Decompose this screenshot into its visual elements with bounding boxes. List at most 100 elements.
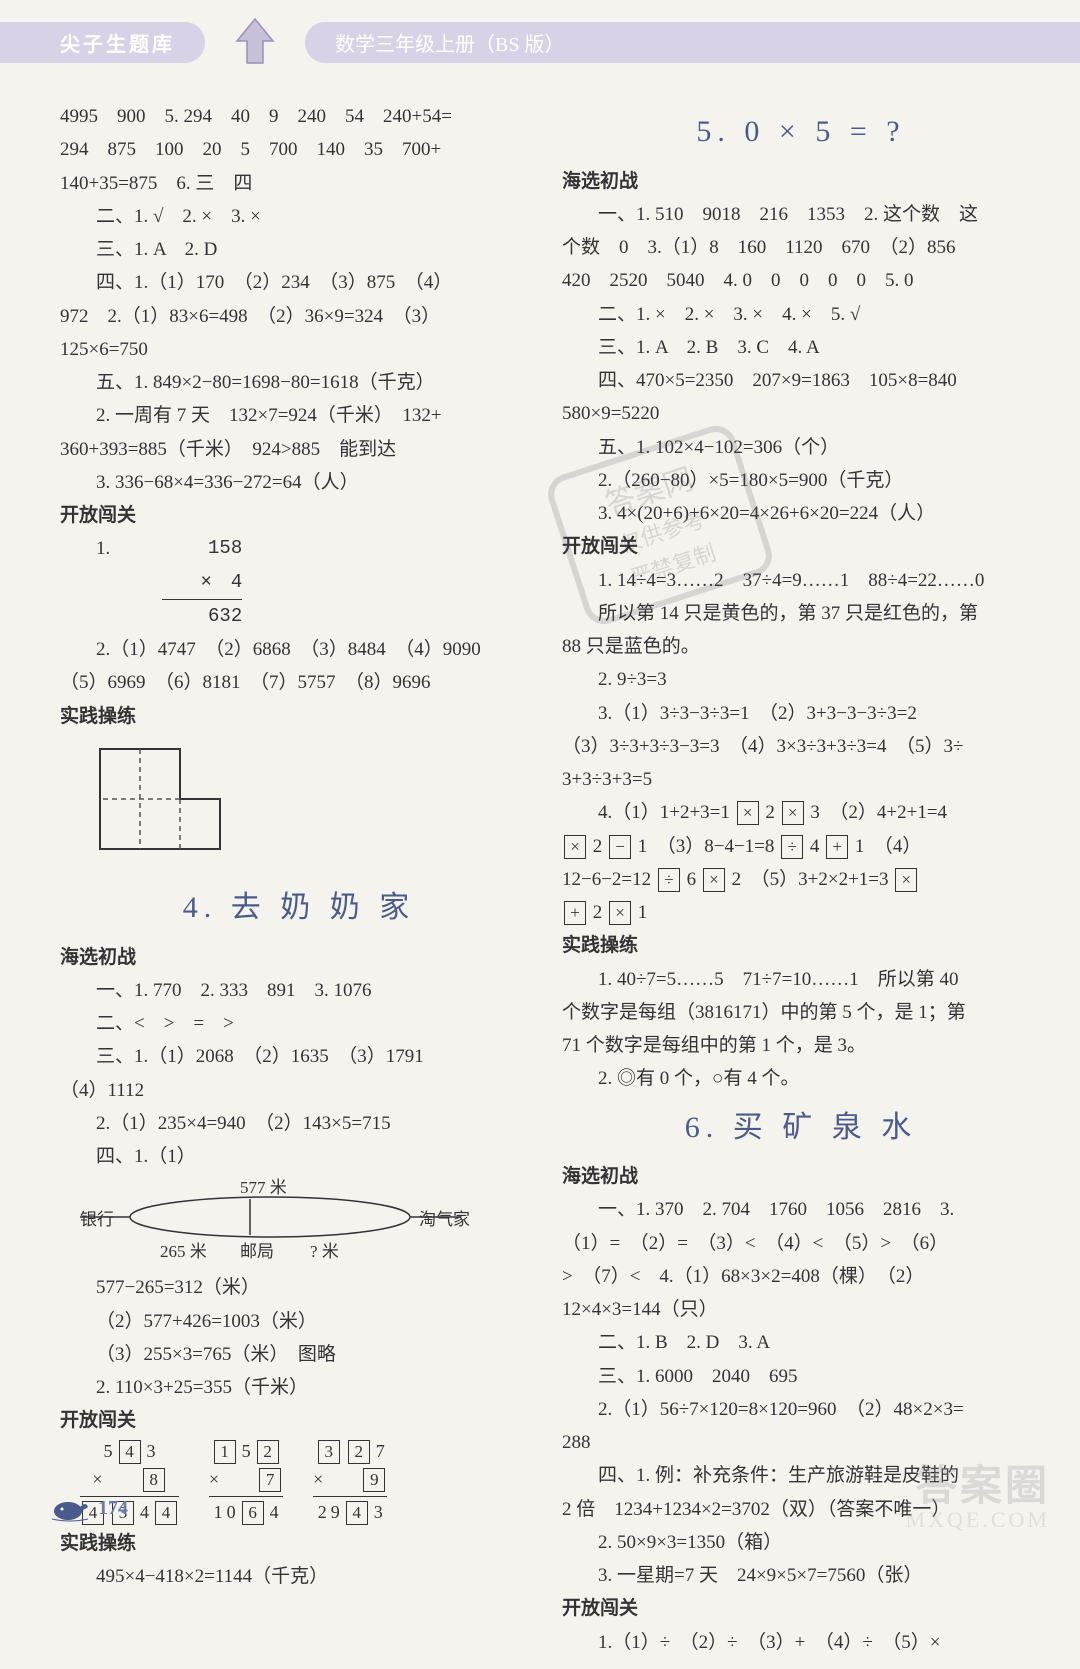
text-line: 71 个数字是每组中的第 1 个，是 3。 bbox=[562, 1029, 1040, 1062]
text-line: 3+3÷3+3=5 bbox=[562, 763, 1040, 796]
text-line: 一、1. 370 2. 704 1760 1056 2816 3. bbox=[562, 1193, 1040, 1226]
left-column: 4995 900 5. 294 40 9 240 54 240+54= 294 … bbox=[60, 100, 538, 1659]
text-line: 三、1. A 2. B 3. C 4. A bbox=[562, 331, 1040, 364]
box: 3 bbox=[318, 1440, 340, 1464]
eq4-line4: + 2 × 1 bbox=[562, 896, 1040, 929]
text-line: 2. 9÷3=3 bbox=[562, 663, 1040, 696]
box: 4 bbox=[119, 1440, 141, 1464]
box: × bbox=[609, 901, 631, 925]
text-line: 288 bbox=[562, 1426, 1040, 1459]
text-line: 三、1. A 2. D bbox=[60, 233, 538, 266]
text-line: 1.（1）÷ （2）÷ （3）+ （4）÷ （5）× bbox=[562, 1626, 1040, 1659]
text-line: 2.（1）235×4=940 （2）143×5=715 bbox=[60, 1107, 538, 1140]
text-line: （5）6969 （6）8181 （7）5757 （8）9696 bbox=[60, 666, 538, 699]
vmul-op: × 4 bbox=[162, 566, 242, 599]
text-line: 294 875 100 20 5 700 140 35 700+ bbox=[60, 133, 538, 166]
box: × bbox=[564, 835, 586, 859]
section-practice2: 实践操练 bbox=[60, 1527, 538, 1560]
text-line: 3. 4×(20+6)+6×20=4×26+6×20=224（人） bbox=[562, 497, 1040, 530]
text-line: 972 2.（1）83×6=498 （2）36×9=324 （3） bbox=[60, 300, 538, 333]
text-line: 二、< > = > bbox=[60, 1007, 538, 1040]
box: 4 bbox=[155, 1501, 177, 1525]
text-line: 1. 40÷7=5……5 71÷7=10……1 所以第 40 bbox=[562, 963, 1040, 996]
box: + bbox=[564, 901, 586, 925]
text-line: 140+35=875 6. 三 四 bbox=[60, 167, 538, 200]
text-line: 2. 一周有 7 天 132×7=924（千米） 132+ bbox=[60, 399, 538, 432]
diag-top: 577 米 bbox=[240, 1173, 287, 1203]
text-line: （4）1112 bbox=[60, 1074, 538, 1107]
vmul-r: 632 bbox=[162, 600, 242, 633]
section-open2: 开放闯关 bbox=[562, 1592, 1040, 1625]
box: − bbox=[609, 835, 631, 859]
text-line: 3. 336−68×4=336−272=64（人） bbox=[60, 466, 538, 499]
text-line: > （7）< 4.（1）68×3×2=408（棵） （2） bbox=[562, 1260, 1040, 1293]
box: 2 bbox=[348, 1440, 370, 1464]
text-line: 360+393=885（千米） 924>885 能到达 bbox=[60, 433, 538, 466]
text-line: 四、1. 例：补充条件：生产旅游鞋是皮鞋的 bbox=[562, 1459, 1040, 1492]
content-columns: 4995 900 5. 294 40 9 240 54 240+54= 294 … bbox=[0, 70, 1080, 1669]
text-line: （2）577+426=1003（米） bbox=[60, 1305, 538, 1338]
text-line: 420 2520 5040 4. 0 0 0 0 0 5. 0 bbox=[562, 264, 1040, 297]
text-line: （1）= （2）= （3）< （4）< （5）> （6） bbox=[562, 1227, 1040, 1260]
whale-icon bbox=[50, 1493, 90, 1523]
text-line: 125×6=750 bbox=[60, 333, 538, 366]
text-line: 2.（1）4747 （2）6868 （3）8484 （4）9090 bbox=[60, 633, 538, 666]
text-line: 二、1. B 2. D 3. A bbox=[562, 1326, 1040, 1359]
text: 2 bbox=[765, 802, 775, 823]
page-header: 尖子生题库 数学三年级上册（BS 版） bbox=[0, 0, 1080, 70]
section-5-title: 5. 0 × 5 = ? bbox=[562, 106, 1040, 159]
text-line: 个数 0 3.（1）8 160 1120 670 （2）856 bbox=[562, 231, 1040, 264]
page-footer: 174 bbox=[50, 1493, 128, 1523]
text-line: 四、1.（1） bbox=[60, 1140, 538, 1173]
text: 1 （3）8−4−1=8 bbox=[638, 836, 775, 857]
box: 7 bbox=[259, 1468, 281, 1492]
diag-left: 银行 bbox=[80, 1205, 114, 1235]
text-line: 580×9=5220 bbox=[562, 397, 1040, 430]
box: × bbox=[703, 868, 725, 892]
text-line: 577−265=312（米） bbox=[60, 1271, 538, 1304]
text-line: 个数字是每组（3816171）中的第 5 个，是 1；第 bbox=[562, 996, 1040, 1029]
section-4-title: 4. 去 奶 奶 家 bbox=[60, 882, 538, 935]
text-line: （3）3÷3+3÷3−3=3 （4）3×3÷3+3÷3=4 （5）3÷ bbox=[562, 730, 1040, 763]
diag-b1: 265 米 bbox=[160, 1237, 207, 1267]
text-line: 3. 一星期=7 天 24×9×5×7=7560（张） bbox=[562, 1559, 1040, 1592]
text-line: 所以第 14 只是黄色的，第 37 只是红色的，第 bbox=[562, 597, 1040, 630]
text-line: 五、1. 102×4−102=306（个） bbox=[562, 431, 1040, 464]
section-hx: 海选初战 bbox=[60, 941, 538, 974]
text-line: 一、1. 770 2. 333 891 3. 1076 bbox=[60, 974, 538, 1007]
text: 2 bbox=[593, 902, 603, 923]
distance-diagram: 577 米 银行 淘气家 265 米 邮局 ? 米 bbox=[80, 1177, 460, 1267]
text-line: 4995 900 5. 294 40 9 240 54 240+54= bbox=[60, 100, 538, 133]
text: 1 （4） bbox=[855, 836, 922, 857]
text: 1 bbox=[638, 902, 648, 923]
box: + bbox=[826, 835, 848, 859]
text-line: 五、1. 849×2−80=1698−80=1618（千克） bbox=[60, 366, 538, 399]
right-column: 5. 0 × 5 = ? 海选初战 一、1. 510 9018 216 1353… bbox=[562, 100, 1040, 1659]
arrow-icon bbox=[225, 17, 285, 67]
eq4-line3: 12−6−2=12 ÷ 6 × 2 （5）3+2×2+1=3 × bbox=[562, 863, 1040, 896]
text: 3 （2）4+2+1=4 bbox=[810, 802, 947, 823]
diag-b2: 邮局 bbox=[240, 1237, 274, 1267]
section-practice: 实践操练 bbox=[562, 929, 1040, 962]
series-title: 尖子生题库 bbox=[0, 22, 205, 63]
box: 8 bbox=[143, 1468, 165, 1492]
vmul-a: 158 bbox=[162, 532, 242, 565]
box: × bbox=[895, 868, 917, 892]
text-line: 二、1. × 2. × 3. × 4. × 5. √ bbox=[562, 298, 1040, 331]
text-line: 2. 110×3+25=355（千米） bbox=[60, 1371, 538, 1404]
section-open: 开放闯关 bbox=[562, 530, 1040, 563]
text-line: 一、1. 510 9018 216 1353 2. 这个数 这 bbox=[562, 198, 1040, 231]
text-line: 三、1.（1）2068 （2）1635 （3）1791 bbox=[60, 1040, 538, 1073]
page-number: 174 bbox=[98, 1497, 128, 1520]
box: 9 bbox=[363, 1468, 385, 1492]
section-practice: 实践操练 bbox=[60, 700, 538, 733]
text: 2 bbox=[593, 836, 603, 857]
text-line: 四、470×5=2350 207×9=1863 105×8=840 bbox=[562, 364, 1040, 397]
text: 6 bbox=[687, 869, 697, 890]
text-line: 2. 50×9×3=1350（箱） bbox=[562, 1526, 1040, 1559]
diag-right: 淘气家 bbox=[419, 1205, 470, 1235]
text-line: 12×4×3=144（只） bbox=[562, 1293, 1040, 1326]
text-line: （3）255×3=765（米） 图略 bbox=[60, 1338, 538, 1371]
text-line: 二、1. √ 2. × 3. × bbox=[60, 200, 538, 233]
mult-col-2: 152 ×7 1064 bbox=[209, 1438, 283, 1527]
